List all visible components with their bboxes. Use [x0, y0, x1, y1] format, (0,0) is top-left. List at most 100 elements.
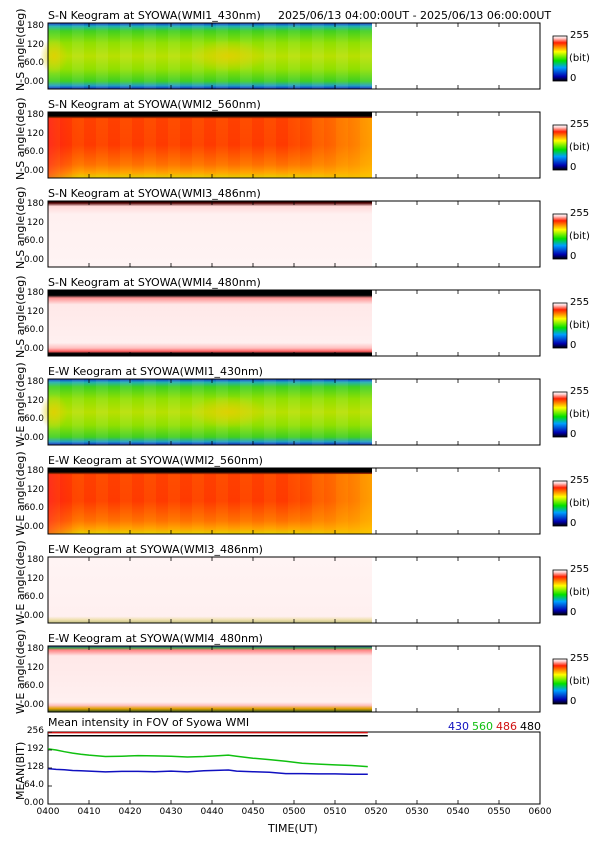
- keogram-stripe: [240, 118, 252, 178]
- y-tick-label: 120: [26, 39, 44, 50]
- colorbar-min-label: 0: [570, 429, 577, 440]
- y-tick-label: 60.0: [23, 414, 44, 425]
- keogram-overlay: [48, 474, 372, 534]
- mean-x-tick-label: 0600: [528, 807, 552, 817]
- keogram-stripe: [120, 379, 132, 445]
- keogram-stripe: [96, 118, 108, 178]
- y-tick-label: 120: [26, 573, 44, 584]
- mean-chart-title: Mean intensity in FOV of Syowa WMI: [48, 716, 250, 729]
- keogram-image: [48, 646, 372, 712]
- keogram-overlay: [48, 118, 372, 178]
- keogram-bright-region: [40, 394, 68, 430]
- colorbar-max-label: 255: [570, 653, 590, 664]
- mean-x-tick-label: 0400: [36, 807, 60, 817]
- mean-x-tick-label: 0420: [118, 807, 142, 817]
- keogram-stripe: [336, 118, 348, 178]
- keogram-stripe: [288, 379, 300, 445]
- colorbar-unit-label: (bit): [569, 320, 590, 331]
- panel-title: E-W Keogram at SYOWA(WMI3_486nm): [48, 543, 263, 556]
- colorbar-min-label: 0: [570, 73, 577, 84]
- y-tick-label: 180: [26, 644, 44, 654]
- colorbar-unit-label: (bit): [569, 409, 590, 420]
- colorbar-min-label: 0: [570, 696, 577, 707]
- keogram-stripe: [264, 118, 276, 178]
- keogram-stripe: [120, 23, 132, 89]
- colorbar: [552, 213, 568, 260]
- y-tick-label: 180: [26, 21, 44, 31]
- keogram-stripe: [312, 474, 324, 534]
- keogram-stripe: [168, 379, 180, 445]
- colorbar-max-label: 255: [570, 475, 590, 486]
- y-tick-label: 60.0: [23, 236, 44, 247]
- keogram-stripe: [336, 23, 348, 89]
- y-tick-label: 120: [26, 306, 44, 317]
- keogram-stripe: [48, 118, 60, 178]
- panel-title: S-N Keogram at SYOWA(WMI2_560nm): [48, 98, 261, 111]
- panel-title: E-W Keogram at SYOWA(WMI4_480nm): [48, 632, 263, 645]
- mean-y-tick-label: 64.0: [23, 780, 44, 790]
- keogram-stripe: [72, 23, 84, 89]
- colorbar-max-label: 255: [570, 564, 590, 575]
- keogram-bright-region: [188, 396, 268, 428]
- keogram-stripe: [312, 379, 324, 445]
- colorbar-max-label: 255: [570, 386, 590, 397]
- colorbar-unit-label: (bit): [569, 676, 590, 687]
- time-range: 2025/06/13 04:00:00UT - 2025/06/13 06:00…: [278, 9, 552, 22]
- colorbar: [552, 124, 568, 171]
- mean-y-tick-label: 0.00: [23, 798, 44, 808]
- keogram-stripe: [144, 379, 156, 445]
- mean-x-tick-label: 0550: [487, 807, 511, 817]
- keogram-stripe: [288, 118, 300, 178]
- legend-entry-560: 560: [472, 720, 493, 733]
- y-tick-label: 180: [26, 110, 44, 120]
- keogram-stripe: [288, 23, 300, 89]
- y-tick-label: 120: [26, 662, 44, 673]
- y-tick-label: 120: [26, 128, 44, 139]
- y-tick-label: 60.0: [23, 325, 44, 336]
- panel-title: E-W Keogram at SYOWA(WMI2_560nm): [48, 454, 263, 467]
- mean-x-tick-label: 0500: [282, 807, 306, 817]
- keogram-stripe: [48, 474, 60, 534]
- keogram-stripe: [192, 474, 204, 534]
- colorbar: [552, 569, 568, 616]
- colorbar-unit-label: (bit): [569, 587, 590, 598]
- colorbar: [552, 658, 568, 705]
- y-tick-label: 0.00: [23, 166, 44, 176]
- keogram-stripe: [336, 474, 348, 534]
- mean-y-tick-label: 128: [26, 762, 44, 772]
- y-tick-label: 0.00: [23, 433, 44, 443]
- mean-y-tick-label: 256: [26, 726, 44, 736]
- keogram-stripe: [360, 474, 372, 534]
- mean-x-tick-label: 0520: [364, 807, 388, 817]
- mean-x-tick-label: 0450: [241, 807, 265, 817]
- y-tick-label: 120: [26, 484, 44, 495]
- colorbar-min-label: 0: [570, 340, 577, 351]
- legend-entry-430: 430: [448, 720, 469, 733]
- mean-y-tick-label: 192: [26, 744, 44, 754]
- mean-chart-frame: [47, 731, 541, 805]
- keogram-stripe: [96, 379, 108, 445]
- colorbar-max-label: 255: [570, 208, 590, 219]
- keogram-stripe: [120, 118, 132, 178]
- keogram-stripe: [360, 23, 372, 89]
- y-tick-label: 180: [26, 199, 44, 209]
- mean-x-tick-label: 0440: [200, 807, 224, 817]
- y-tick-label: 180: [26, 377, 44, 387]
- keogram-stripe: [336, 379, 348, 445]
- colorbar-max-label: 255: [570, 119, 590, 130]
- colorbar-unit-label: (bit): [569, 231, 590, 242]
- legend-entry-480: 480: [520, 720, 541, 733]
- keogram-stripe: [264, 23, 276, 89]
- keogram-stripe: [168, 474, 180, 534]
- keogram-stripe: [168, 118, 180, 178]
- keogram-stripe: [144, 118, 156, 178]
- colorbar-unit-label: (bit): [569, 498, 590, 509]
- colorbar: [552, 35, 568, 82]
- keogram-image: [48, 201, 372, 267]
- colorbar-unit-label: (bit): [569, 53, 590, 64]
- keogram-stripe: [72, 379, 84, 445]
- keogram-stripe: [120, 474, 132, 534]
- keogram-stripe: [144, 23, 156, 89]
- y-tick-label: 60.0: [23, 147, 44, 158]
- y-tick-label: 60.0: [23, 503, 44, 514]
